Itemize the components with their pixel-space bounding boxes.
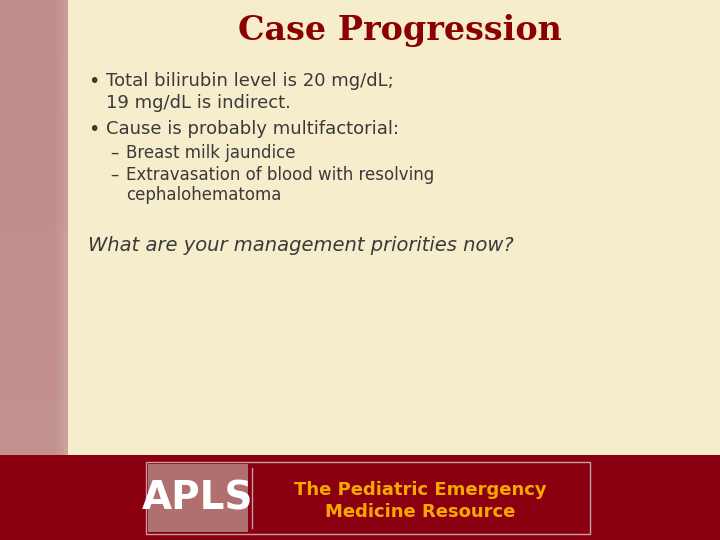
Bar bbox=[0, 114, 68, 171]
Bar bbox=[0, 0, 64, 455]
Bar bbox=[0, 171, 68, 227]
Bar bbox=[148, 464, 248, 532]
Bar bbox=[0, 0, 52, 455]
Bar bbox=[0, 398, 68, 455]
Text: APLS: APLS bbox=[143, 479, 253, 517]
Text: The Pediatric Emergency: The Pediatric Emergency bbox=[294, 481, 546, 499]
Bar bbox=[146, 462, 590, 534]
Bar bbox=[0, 0, 60, 455]
Text: cephalohematoma: cephalohematoma bbox=[126, 186, 282, 204]
Text: 19 mg/dL is indirect.: 19 mg/dL is indirect. bbox=[106, 94, 291, 112]
Bar bbox=[0, 455, 720, 540]
Text: –: – bbox=[110, 166, 118, 184]
Text: •: • bbox=[88, 72, 99, 91]
Text: What are your management priorities now?: What are your management priorities now? bbox=[88, 236, 514, 255]
Text: Medicine Resource: Medicine Resource bbox=[325, 503, 515, 521]
Bar bbox=[0, 57, 68, 114]
Bar bbox=[0, 227, 68, 285]
Text: Cause is probably multifactorial:: Cause is probably multifactorial: bbox=[106, 120, 399, 138]
Bar bbox=[0, 0, 68, 455]
Bar bbox=[0, 0, 56, 455]
Text: Total bilirubin level is 20 mg/dL;: Total bilirubin level is 20 mg/dL; bbox=[106, 72, 394, 90]
Bar bbox=[0, 0, 68, 57]
Bar bbox=[0, 0, 68, 455]
Bar bbox=[0, 341, 68, 398]
Text: •: • bbox=[88, 120, 99, 139]
Text: –: – bbox=[110, 144, 118, 162]
Bar bbox=[0, 285, 68, 341]
Text: Breast milk jaundice: Breast milk jaundice bbox=[126, 144, 295, 162]
Text: Case Progression: Case Progression bbox=[238, 14, 562, 47]
Text: Extravasation of blood with resolving: Extravasation of blood with resolving bbox=[126, 166, 434, 184]
